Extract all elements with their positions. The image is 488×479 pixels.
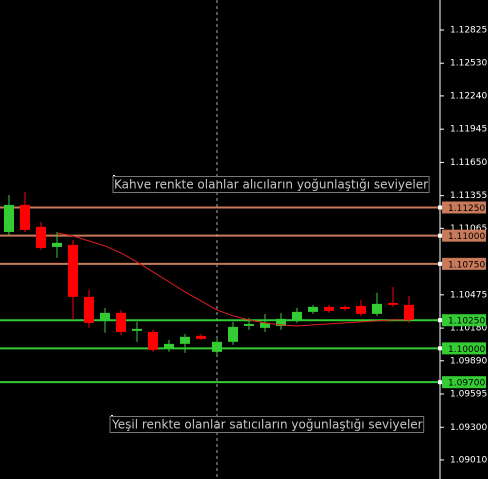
indicator-line	[56, 232, 409, 327]
level-box	[442, 257, 486, 270]
candle-body	[308, 306, 318, 312]
y-tick-label: 1.11945	[450, 125, 487, 135]
candle-body	[180, 336, 190, 344]
level-marker	[438, 233, 442, 238]
y-tick-label: 1.12240	[450, 91, 487, 101]
level-label: 1.10750	[448, 260, 485, 270]
y-tick-label: 1.10180	[450, 324, 487, 334]
candle-body	[292, 311, 302, 321]
level-label: 1.11250	[448, 204, 485, 214]
y-tick-label: 1.09890	[450, 356, 487, 366]
annotation: Kahve renkte olanlar alıcıların yoğunlaş…	[114, 178, 428, 192]
candle-body	[276, 318, 286, 326]
candle-body	[372, 303, 382, 314]
candle-body	[260, 322, 270, 328]
candle-body	[84, 296, 94, 323]
y-tick-label: 1.09010	[450, 455, 487, 465]
level-box	[442, 314, 486, 327]
level-label: 1.10000	[448, 345, 485, 355]
annotation-box	[112, 176, 430, 193]
y-tick-label: 1.10475	[450, 290, 487, 300]
level-box	[442, 201, 486, 214]
y-tick-label: 1.11065	[450, 224, 487, 234]
candle-body	[116, 312, 126, 332]
candle-body	[244, 323, 254, 326]
level-marker	[438, 205, 442, 210]
level-box	[442, 229, 486, 242]
level-label: 1.09700	[448, 379, 485, 389]
y-tick-label: 1.09595	[450, 390, 487, 400]
candle-body	[212, 341, 222, 352]
candle-body	[20, 204, 30, 230]
level-marker	[438, 261, 442, 266]
candle-body	[324, 306, 334, 311]
annotation-box	[109, 416, 425, 433]
candle-body	[148, 331, 158, 350]
y-tick-label: 1.11650	[450, 158, 487, 168]
level-marker	[438, 318, 442, 323]
candle-body	[100, 312, 110, 321]
level-box	[442, 342, 486, 355]
candle-body	[228, 326, 238, 342]
level-label: 1.10250	[448, 317, 485, 327]
y-tick-label: 1.09300	[450, 423, 487, 433]
candle-body	[340, 306, 350, 309]
y-tick-label: 1.12825	[450, 25, 487, 35]
candle-body	[68, 244, 78, 297]
candle-body	[132, 328, 142, 331]
level-marker	[438, 380, 442, 385]
candle-body	[4, 204, 14, 232]
candle-body	[52, 242, 62, 247]
level-box	[442, 376, 486, 389]
candle-body	[164, 343, 174, 349]
level-label: 1.11000	[448, 232, 485, 242]
y-tick-label: 1.11355	[450, 191, 487, 201]
candle-body	[36, 226, 46, 248]
candle-body	[196, 335, 206, 339]
level-marker	[438, 346, 442, 351]
y-tick-label: 1.12530	[450, 59, 487, 69]
candle-body	[356, 305, 366, 314]
candle-body	[404, 304, 414, 320]
annotation: Yeşil renkte olanlar satıcıların yoğunla…	[111, 418, 423, 432]
candle-body	[388, 302, 398, 305]
